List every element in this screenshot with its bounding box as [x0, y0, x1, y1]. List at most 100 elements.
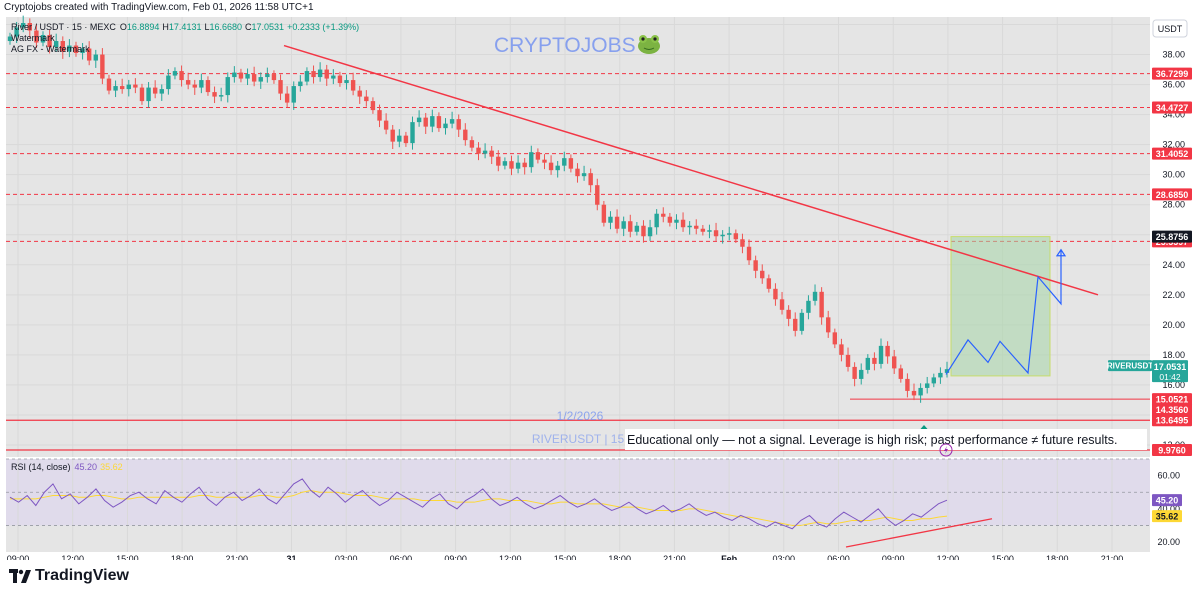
price-tick-label: 38.00 — [1162, 50, 1185, 60]
time-tick-label: 03:00 — [773, 554, 796, 560]
candle-body — [119, 86, 125, 90]
time-tick-label: 15:00 — [554, 554, 577, 560]
candle-body — [370, 101, 376, 111]
candle-body — [634, 225, 640, 232]
candle-body — [251, 74, 257, 82]
candle-body — [192, 84, 197, 88]
candle-body — [284, 93, 290, 103]
candle-body — [931, 377, 937, 384]
target-zone[interactable] — [950, 236, 1051, 377]
candle-body — [179, 71, 184, 81]
candle-body — [819, 291, 824, 318]
candle-body — [793, 318, 798, 331]
candle-body — [100, 54, 105, 79]
price-tick-label: 18.00 — [1162, 350, 1185, 360]
candle-body — [918, 387, 923, 396]
rsi-tick-label: 60.00 — [1157, 471, 1180, 481]
candle-body — [133, 84, 138, 88]
candle-body — [469, 140, 475, 148]
symbol-price-tag-label: RIVERUSDT — [1107, 362, 1153, 371]
candle-body — [166, 75, 171, 90]
candle-body — [859, 369, 864, 379]
candle-body — [383, 120, 389, 130]
level-tag — [1152, 147, 1192, 160]
time-axis[interactable]: 09:00 12:00 15:00 18:00 21:00 31 03:00 06:00 09:… — [7, 554, 1124, 564]
lightning-icon[interactable] — [939, 443, 953, 457]
tradingview-logo[interactable]: TradingView — [9, 567, 129, 585]
last-price-label: 17.0531 — [1154, 362, 1187, 372]
disclaimer-text: Educational only — not a signal. Leverag… — [627, 433, 1117, 447]
symbol-line: River / USDT · 15 · MEXC O16.8894 H17.4131… — [11, 22, 359, 32]
candle-body — [548, 162, 554, 171]
rsi-value-tag — [1152, 494, 1182, 507]
candle-body — [377, 110, 382, 121]
candle-body — [476, 147, 481, 154]
price-tick-label: 16.00 — [1162, 380, 1185, 390]
chart-svg[interactable]: 12.0014.0016.0018.0020.0022.0024.0026.00… — [0, 14, 1200, 564]
candle-body — [509, 161, 514, 169]
candle-body — [416, 117, 422, 123]
candle-body — [80, 48, 85, 54]
level-tag-label: 36.7299 — [1156, 69, 1189, 79]
level-tag — [1152, 444, 1192, 456]
rsi-support-line[interactable] — [845, 518, 993, 548]
candle-body — [753, 260, 758, 271]
candle-body — [575, 168, 580, 177]
descending-trendline[interactable] — [283, 44, 1099, 296]
candle-body — [839, 344, 844, 355]
price-tick-label: 24.00 — [1162, 260, 1185, 270]
candle-body — [529, 152, 534, 168]
projection-path[interactable] — [945, 249, 1062, 375]
rsi-ma-line — [10, 490, 948, 526]
candle-body — [806, 300, 811, 313]
level-tag-label: 9.9760 — [1158, 446, 1186, 456]
price-tick-label: 22.00 — [1162, 290, 1185, 300]
rsi-value-tag — [1152, 510, 1182, 523]
candle-body — [34, 30, 39, 43]
level-tag-label: 15.0521 — [1156, 395, 1189, 405]
candle-body — [258, 77, 263, 82]
indicator-ag-fx[interactable]: AG FX - Watermark — [11, 44, 90, 54]
candle-body — [159, 89, 164, 94]
candle-body — [707, 230, 712, 232]
candle-body — [449, 119, 455, 124]
candle-body — [410, 122, 415, 144]
time-tick-label: Feb — [721, 554, 738, 560]
level-tag-label: 28.6850 — [1156, 190, 1189, 200]
rsi-title[interactable]: RSI (14, close) 45.20 35.62 — [11, 462, 123, 472]
candle-body — [601, 204, 607, 223]
candle-body — [324, 69, 329, 79]
candle-body — [535, 152, 541, 160]
chart-area[interactable]: 12.0014.0016.0018.0020.0022.0024.0026.00… — [0, 14, 1200, 564]
time-tick-label: 31 — [286, 554, 296, 560]
time-tick-label: 18:00 — [171, 554, 194, 560]
candle-body — [298, 81, 303, 87]
candle-body — [845, 354, 851, 367]
candle-body — [799, 312, 805, 331]
indicator-watermark[interactable]: Watermark — [11, 33, 55, 43]
brand-watermark: CRYPTOJOBS — [494, 34, 636, 57]
price-axis[interactable]: 12.0014.0016.0018.0020.0022.0024.0026.00… — [1150, 14, 1200, 560]
watermark-symbol: RIVERUSDT | 15 — [532, 432, 625, 446]
candle-body — [152, 87, 158, 94]
time-tick-label: 15:00 — [116, 554, 139, 560]
time-tick-label: 09:00 — [444, 554, 467, 560]
candle-body — [199, 80, 204, 88]
rsi-line — [9, 478, 948, 530]
candle-body — [680, 219, 686, 228]
price-labels: 36.729934.472731.405228.685025.559715.05… — [1107, 67, 1192, 523]
candle-body — [489, 150, 494, 157]
currency-badge[interactable] — [1152, 19, 1188, 38]
time-tick-label: 18:00 — [1046, 554, 1069, 560]
candle-body — [687, 225, 692, 228]
candle-body — [27, 23, 32, 31]
candle-body — [720, 234, 725, 237]
candle-body — [265, 74, 270, 78]
candle-body — [628, 221, 633, 232]
candle-body — [344, 80, 349, 84]
candle-body — [271, 74, 277, 81]
candle-body — [93, 54, 98, 61]
candle-body — [911, 390, 917, 396]
tradingview-wordmark: TradingView — [35, 567, 129, 584]
price-tick-label: 20.00 — [1162, 320, 1185, 330]
